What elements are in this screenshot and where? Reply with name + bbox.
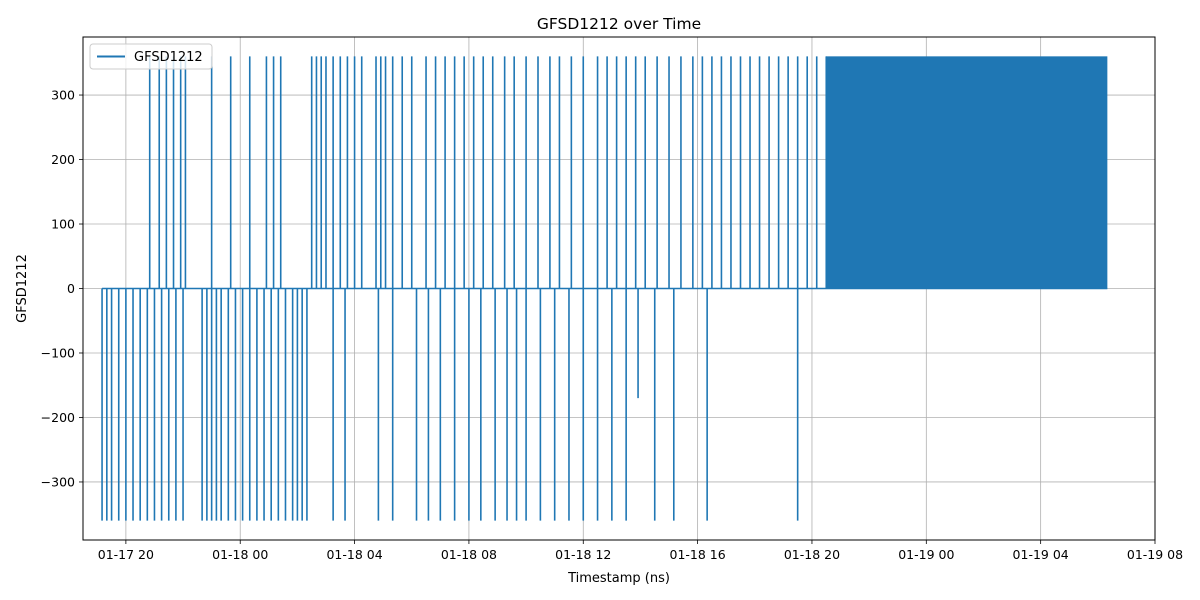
x-tick-label: 01-19 04 bbox=[1013, 547, 1069, 562]
legend: GFSD1212 bbox=[89, 43, 213, 70]
x-tick-label: 01-19 08 bbox=[1127, 547, 1183, 562]
x-axis-ticks: 01-17 20 01-18 00 01-18 04 01-18 08 01-18 12… bbox=[98, 540, 1183, 562]
x-tick-label: 01-18 16 bbox=[670, 547, 726, 562]
x-tick-label: 01-18 20 bbox=[784, 547, 840, 562]
y-tick-label: −100 bbox=[41, 345, 75, 360]
series-gfsd1212-line bbox=[101, 56, 1108, 521]
y-tick-label: −300 bbox=[41, 474, 75, 489]
x-tick-label: 01-17 20 bbox=[98, 547, 154, 562]
y-tick-label: 0 bbox=[67, 281, 75, 296]
series-dense-band bbox=[826, 56, 1108, 289]
x-tick-label: 01-18 08 bbox=[441, 547, 497, 562]
x-tick-label: 01-18 04 bbox=[326, 547, 382, 562]
x-tick-label: 01-18 00 bbox=[212, 547, 268, 562]
chart-title: GFSD1212 over Time bbox=[537, 15, 701, 33]
y-axis-ticks: 300 200 100 0 −100 −200 −300 bbox=[41, 88, 83, 489]
y-tick-label: 300 bbox=[51, 88, 75, 103]
x-tick-label: 01-18 12 bbox=[555, 547, 611, 562]
legend-entry-gfsd1212: GFSD1212 bbox=[134, 50, 203, 65]
y-tick-label: 200 bbox=[51, 152, 75, 167]
y-axis-label: GFSD1212 bbox=[15, 254, 30, 323]
x-tick-label: 01-19 00 bbox=[898, 547, 954, 562]
y-tick-label: −200 bbox=[41, 410, 75, 425]
x-axis-label: Timestamp (ns) bbox=[567, 571, 670, 586]
y-tick-label: 100 bbox=[51, 217, 75, 232]
legend-frame bbox=[89, 43, 213, 70]
